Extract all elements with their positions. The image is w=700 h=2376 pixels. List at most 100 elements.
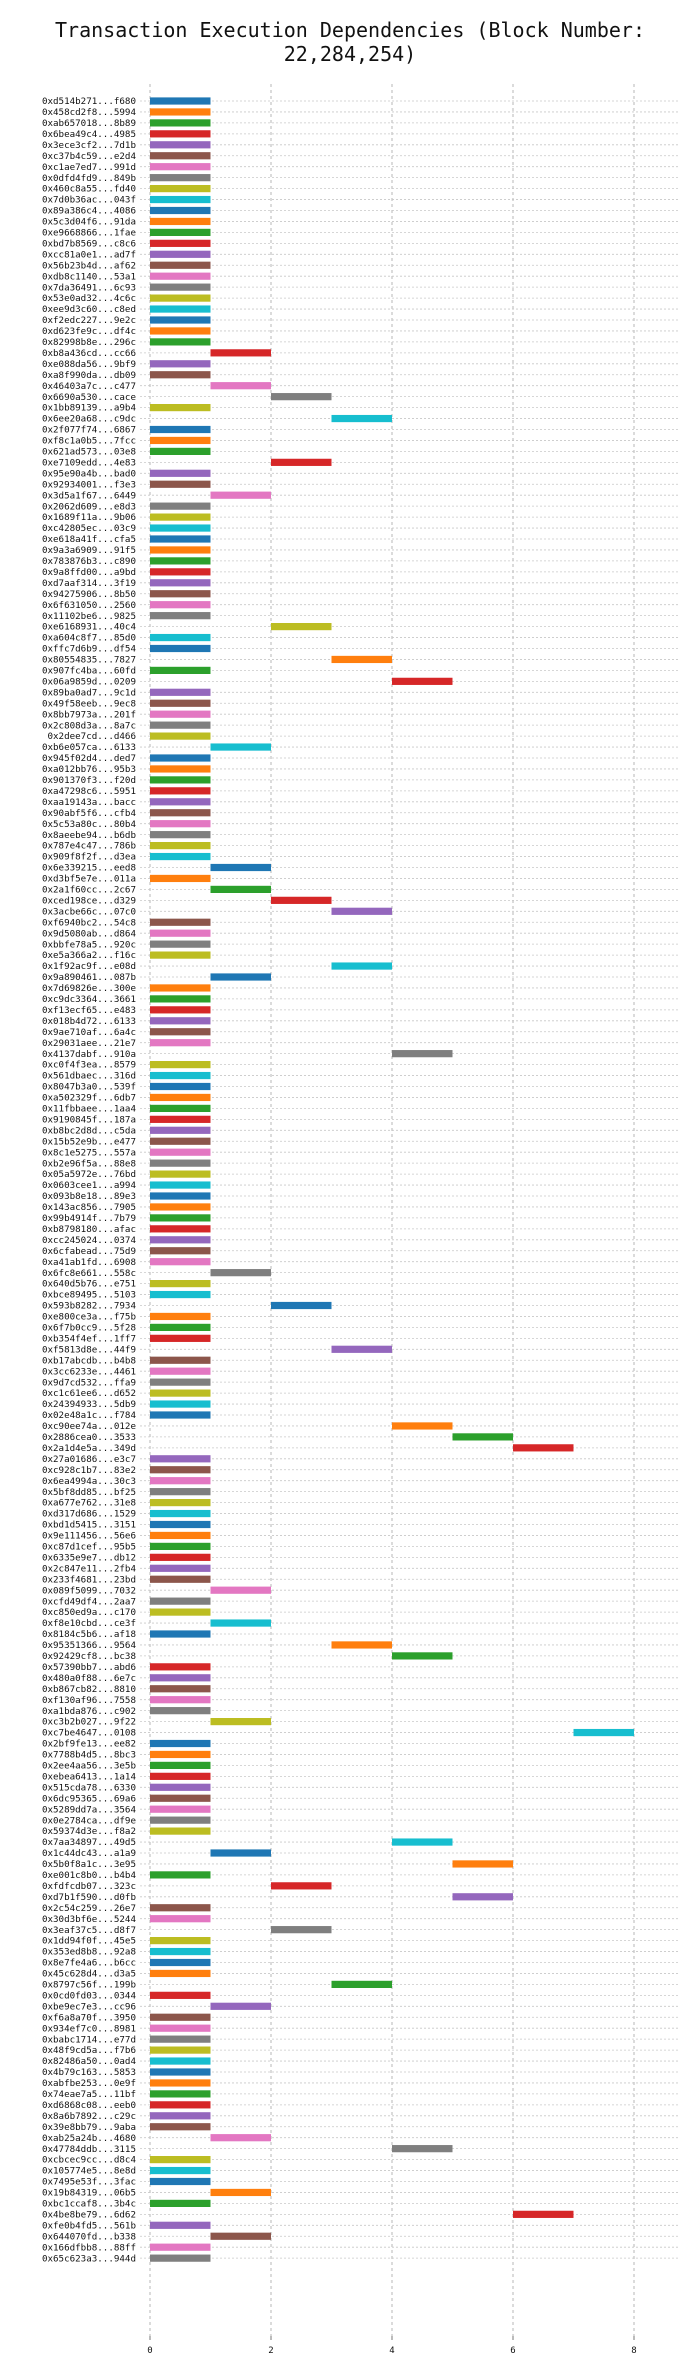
transaction-label: 0x8c1e5275...557a [42, 1147, 136, 1158]
transaction-label: 0x82486a50...0ad4 [42, 2056, 137, 2067]
transaction-bar [150, 1597, 211, 1605]
transaction-bar [150, 1663, 211, 1671]
transaction-label: 0x6690a530...cace [42, 392, 136, 403]
transaction-bar [150, 2013, 211, 2021]
transaction-label: 0x24394933...5db9 [42, 1399, 136, 1410]
transaction-bar [150, 951, 211, 959]
transaction-label: 0x53e0ad32...4c6c [42, 293, 136, 304]
transaction-bar [150, 1323, 211, 1331]
transaction-label: 0x80554835...7827 [42, 655, 136, 666]
transaction-bar [392, 677, 453, 685]
transaction-label: 0x8797c56f...199b [42, 1980, 136, 1991]
transaction-bar [150, 502, 211, 510]
transaction-bar [150, 1367, 211, 1375]
transaction-bar [150, 1466, 211, 1474]
transaction-label: 0x621ad573...03e8 [42, 447, 136, 458]
transaction-label: 0xd7aaf314...3f19 [42, 578, 136, 589]
transaction-bar [150, 272, 211, 280]
transaction-label: 0xf13ecf65...e483 [42, 1005, 136, 1016]
transaction-label: 0x2c54c259...26e7 [42, 1903, 136, 1914]
transaction-label: 0x02e48a1c...f784 [42, 1410, 137, 1421]
transaction-bar [150, 557, 211, 565]
transaction-bar [150, 1685, 211, 1693]
transaction-bar [150, 1006, 211, 1014]
transaction-label: 0x1f92ac9f...e08d [42, 961, 136, 972]
transaction-label: 0xb867cb82...8810 [42, 1684, 136, 1695]
transaction-bar [150, 2079, 211, 2087]
transaction-label: 0xd514b271...f680 [42, 96, 136, 107]
transaction-label: 0x0603cee1...a994 [42, 1180, 137, 1191]
transaction-bar [150, 1499, 211, 1507]
transaction-bar [150, 2112, 211, 2120]
transaction-label: 0x6ee20a68...c9dc [42, 414, 136, 425]
transaction-bar [150, 2199, 211, 2207]
transaction-bar [271, 623, 332, 631]
transaction-bar [150, 174, 211, 182]
transaction-bar [150, 1794, 211, 1802]
transaction-label: 0x6f7b0cc9...5f28 [42, 1323, 136, 1334]
transaction-bar [150, 1915, 211, 1923]
transaction-bar [150, 1378, 211, 1386]
transaction-label: 0x5289dd7a...3564 [42, 1804, 137, 1815]
transaction-label: 0x5b0f8a1c...3e95 [42, 1859, 136, 1870]
transaction-bar [150, 436, 211, 445]
transaction-label: 0xa1bda876...c902 [42, 1706, 136, 1717]
transaction-bar [150, 338, 211, 346]
transaction-label: 0x089f5099...7032 [42, 1585, 136, 1596]
transaction-label: 0xa604c8f7...85d0 [42, 633, 136, 644]
transaction-label: 0x6cfabead...75d9 [42, 1246, 136, 1257]
transaction-bar [150, 152, 211, 160]
transaction-label: 0x89a386c4...4086 [42, 206, 136, 217]
transaction-label: 0xbc1ccaf8...3b4c [42, 2199, 136, 2210]
transaction-bar [150, 929, 211, 937]
transaction-bar [150, 1389, 211, 1397]
transaction-bar [150, 842, 211, 850]
transaction-bar [210, 2232, 271, 2240]
transaction-bar [150, 1477, 211, 1485]
transaction-label: 0x2bf9fe13...ee82 [42, 1739, 136, 1750]
transaction-bar [150, 480, 211, 488]
x-tick-label: 8 [631, 2346, 636, 2356]
transaction-label: 0x353ed8b8...92a8 [42, 1947, 136, 1958]
transaction-bar [210, 2002, 271, 2010]
transaction-bar [392, 2145, 453, 2153]
transaction-bar [150, 513, 211, 521]
transaction-bar [150, 1334, 211, 1342]
transaction-bar [150, 699, 211, 707]
transaction-bar [150, 1958, 211, 1967]
transaction-bar [331, 962, 392, 970]
transaction-label: 0xb2e96f5a...88e8 [42, 1158, 136, 1169]
transaction-bar [150, 1707, 211, 1715]
transaction-label: 0x39e8bb79...9aba [42, 2122, 136, 2133]
transaction-label: 0xcbcec9cc...d8c4 [42, 2155, 137, 2166]
transaction-bar [210, 2188, 271, 2197]
transaction-bar [150, 2177, 211, 2186]
transaction-label: 0xf6a8a70f...3950 [42, 2012, 136, 2023]
transaction-label: 0xe088da56...9bf9 [42, 359, 136, 370]
transaction-label: 0xab25a24b...4680 [42, 2133, 136, 2144]
transaction-label: 0xc1c61ee6...d652 [42, 1388, 136, 1399]
transaction-bar [150, 2090, 211, 2098]
transaction-label: 0xc87d1cef...95b5 [42, 1542, 136, 1553]
transaction-bar [150, 119, 211, 127]
transaction-label: 0xe9668866...1fae [42, 228, 136, 239]
transaction-bar [150, 568, 211, 576]
transaction-label: 0x90abf5f6...cfb4 [42, 808, 137, 819]
transaction-bar [150, 1739, 211, 1748]
transaction-label: 0x15b52e9b...e477 [42, 1136, 136, 1147]
transaction-bar [150, 2166, 211, 2175]
transaction-label: 0x515cda78...6330 [42, 1782, 136, 1793]
transaction-bar [150, 1783, 211, 1791]
transaction-label: 0x7d0b36ac...043f [42, 195, 136, 206]
transaction-bar [150, 1356, 211, 1364]
transaction-bar [150, 1816, 211, 1824]
transaction-label: 0x945f02d4...ded7 [42, 753, 136, 764]
transaction-bar [150, 447, 211, 455]
row-labels: 0xd514b271...f6800x458cd2f8...59940xab65… [42, 96, 137, 2264]
transaction-bar [150, 97, 211, 105]
transaction-label: 0x57390bb7...abd6 [42, 1662, 136, 1673]
transaction-label: 0x2dee7cd...d466 [47, 731, 136, 742]
x-tick-label: 6 [510, 2346, 515, 2356]
transaction-bar [150, 185, 211, 193]
transaction-bar [150, 2068, 211, 2076]
